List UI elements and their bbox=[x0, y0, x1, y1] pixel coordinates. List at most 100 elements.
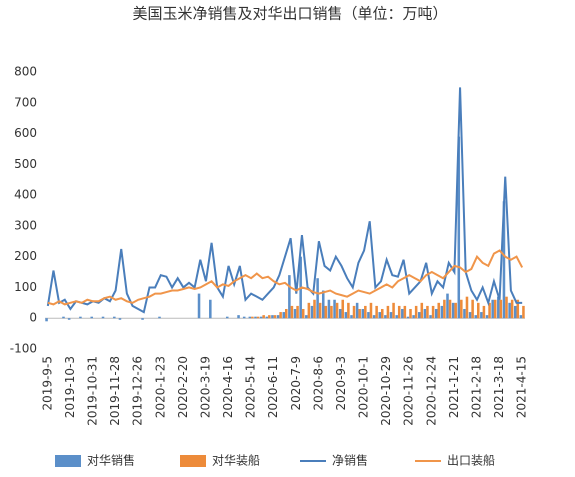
bar bbox=[158, 316, 161, 319]
bar bbox=[271, 315, 274, 319]
bar bbox=[508, 302, 511, 319]
bar bbox=[45, 318, 48, 322]
x-tick-label: 2020-6-11 bbox=[266, 356, 280, 418]
bar bbox=[448, 299, 452, 319]
bar bbox=[344, 312, 348, 319]
bar bbox=[313, 299, 316, 319]
legend-label: 对华装船 bbox=[212, 454, 260, 468]
bar bbox=[290, 305, 294, 319]
bar bbox=[429, 315, 432, 319]
bar bbox=[502, 201, 506, 319]
bar bbox=[378, 312, 381, 319]
bar bbox=[301, 308, 305, 319]
x-tick-label: 2020-11-26 bbox=[402, 356, 416, 426]
bar bbox=[101, 316, 105, 319]
y-tick-label: 500 bbox=[14, 157, 37, 171]
bar bbox=[457, 136, 461, 319]
bar bbox=[118, 318, 122, 320]
bar bbox=[414, 305, 418, 319]
bar bbox=[79, 316, 82, 319]
bar bbox=[347, 302, 350, 319]
bar bbox=[237, 315, 240, 319]
bar bbox=[522, 305, 525, 319]
line bbox=[46, 87, 523, 314]
bar bbox=[397, 305, 401, 319]
bar bbox=[209, 299, 212, 319]
legend-swatch bbox=[55, 455, 81, 467]
chart-title: 美国玉米净销售及对华出口销售（单位：万吨） bbox=[132, 5, 447, 23]
bar bbox=[367, 312, 370, 319]
bar bbox=[288, 275, 291, 319]
bar bbox=[355, 302, 359, 319]
bar bbox=[279, 312, 282, 319]
legend-swatch bbox=[180, 455, 206, 467]
bar bbox=[426, 305, 429, 319]
bar bbox=[482, 305, 486, 319]
bar bbox=[510, 299, 514, 319]
bar bbox=[516, 299, 520, 319]
bar bbox=[321, 290, 325, 319]
bar bbox=[364, 305, 367, 319]
bar bbox=[316, 278, 319, 319]
x-tick-label: 2020-7-9 bbox=[289, 356, 303, 410]
x-tick-label: 2019-10-31 bbox=[86, 356, 100, 426]
bar bbox=[338, 308, 342, 319]
bar bbox=[386, 305, 390, 319]
legend-label: 出口装船 bbox=[447, 454, 495, 468]
bar bbox=[296, 305, 299, 319]
x-tick-label: 2019-12-26 bbox=[131, 356, 145, 426]
bar bbox=[417, 312, 421, 319]
bar bbox=[505, 296, 508, 319]
bar bbox=[305, 315, 308, 319]
bar bbox=[262, 315, 265, 319]
legend-label: 净销售 bbox=[332, 453, 368, 468]
bar bbox=[273, 315, 277, 319]
bar bbox=[113, 316, 116, 319]
bar bbox=[256, 316, 260, 319]
bar bbox=[468, 312, 472, 319]
x-tick-label: 2020-10-29 bbox=[379, 356, 393, 426]
bar bbox=[412, 315, 415, 319]
bar bbox=[451, 302, 455, 319]
x-tick-label: 2020-4-16 bbox=[221, 356, 235, 418]
bar bbox=[335, 302, 339, 319]
bar bbox=[384, 315, 387, 319]
bar bbox=[403, 305, 407, 319]
bar bbox=[477, 302, 480, 319]
bar bbox=[381, 308, 384, 319]
bar bbox=[434, 308, 438, 319]
bar bbox=[480, 312, 483, 319]
x-tick-label: 2020-2-20 bbox=[176, 356, 190, 418]
x-tick-label: 2020-10-1 bbox=[357, 356, 371, 418]
bar bbox=[333, 299, 336, 319]
x-tick-label: 2020-1-23 bbox=[153, 356, 167, 418]
bar bbox=[519, 315, 523, 319]
y-tick-label: -100 bbox=[10, 342, 37, 356]
x-tick-label: 2020-12-24 bbox=[424, 356, 438, 426]
bar bbox=[282, 312, 285, 319]
bar bbox=[392, 302, 395, 319]
bar bbox=[62, 316, 65, 319]
y-tick-label: 800 bbox=[14, 65, 37, 79]
x-tick-label: 2019-9-5 bbox=[40, 356, 54, 410]
x-tick-label: 2021-4-15 bbox=[515, 356, 529, 418]
bar bbox=[375, 305, 378, 319]
bar bbox=[454, 302, 457, 319]
bar bbox=[90, 316, 93, 319]
bar bbox=[471, 299, 474, 319]
bar bbox=[276, 315, 280, 319]
x-tick-label: 2020-9-3 bbox=[334, 356, 348, 410]
bar bbox=[350, 315, 353, 319]
x-tick-label: 2020-5-14 bbox=[244, 356, 258, 418]
x-tick-label: 2020-3-19 bbox=[198, 356, 212, 418]
bar bbox=[307, 302, 311, 319]
bar bbox=[324, 305, 328, 319]
bar bbox=[401, 308, 404, 319]
bar bbox=[465, 296, 469, 319]
bar bbox=[409, 308, 412, 319]
bar bbox=[352, 305, 356, 319]
bar bbox=[242, 316, 246, 319]
bar bbox=[285, 308, 288, 319]
bar bbox=[358, 308, 361, 319]
y-tick-label: 200 bbox=[14, 249, 37, 263]
